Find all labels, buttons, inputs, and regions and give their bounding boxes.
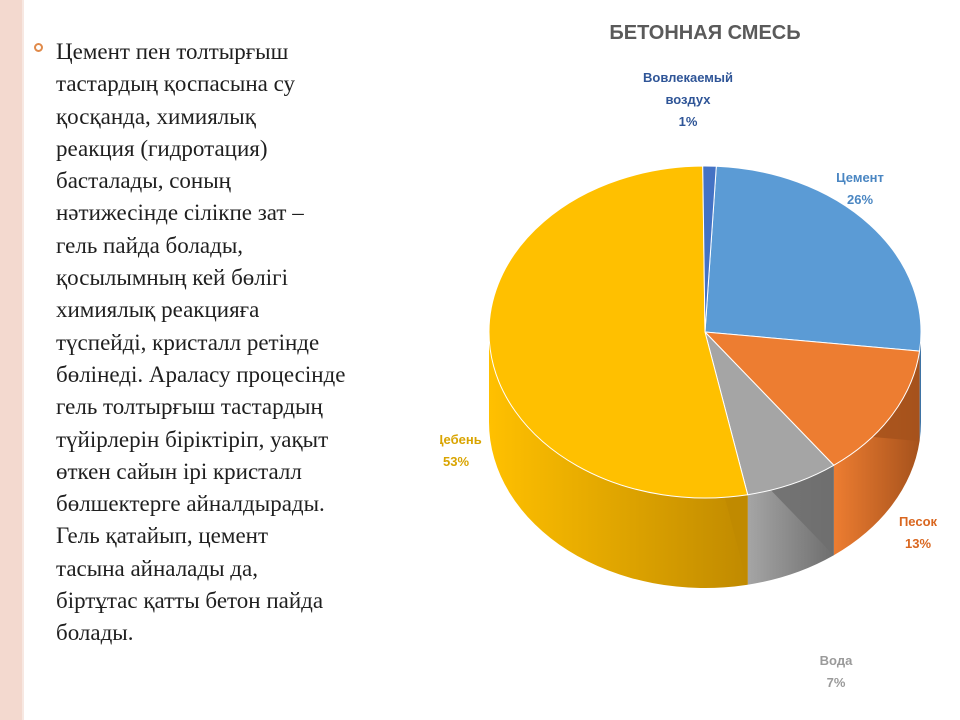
slide-left-border [0,0,22,720]
data-label-line: 1% [679,114,698,129]
pie-slice-щебень [488,165,749,499]
pie-side-песок [833,351,920,556]
data-label-line: Вода [820,653,853,668]
data-label-вовлекаемый: Вовлекаемый воздух 1% [643,70,733,129]
slide-left-border-highlight [22,0,24,720]
data-label-песок: Песок 13% [899,514,938,551]
data-label-щебень: Щебень 53% [440,432,482,469]
data-label-line: воздух [665,92,711,107]
pie-slice-вовлекаемый [702,165,717,333]
data-label-line: Песок [899,514,938,529]
pie-label-layer: Цемент 26% Песок 13% Вода 7% Щебень 53% Вовлекае… [440,70,938,690]
pie-slice-песок [703,331,921,466]
data-label-line: Вовлекаемый [643,70,733,85]
data-label-line: 13% [905,536,931,551]
circle-bullet-icon [34,43,43,52]
pie-side-щебень [489,332,748,589]
data-label-line: 53% [443,454,469,469]
pie-chart: БЕТОННАЯ СМЕСЬ Цемент 26% Песок 13% Вода 7% Ще… [440,0,960,720]
chart-title: БЕТОННАЯ СМЕСЬ [609,22,800,44]
pie-top-layer [488,165,922,499]
data-label-line: 7% [827,675,846,690]
data-label-цемент: Цемент 26% [836,170,884,207]
pie-slice-цемент [704,165,922,352]
body-paragraph: Цемент пен толтырғыш тастардың қоспасына… [56,39,346,646]
data-label-line: Щебень [440,432,482,447]
data-label-вода: Вода 7% [820,653,853,690]
text-block: Цемент пен толтырғыш тастардың қоспасына… [34,36,434,656]
pie-side-цемент [919,332,921,442]
data-label-line: Цемент [836,170,884,185]
data-label-line: 26% [847,192,873,207]
pie-chart-svg: БЕТОННАЯ СМЕСЬ Цемент 26% Песок 13% Вода 7% Ще… [440,22,938,690]
